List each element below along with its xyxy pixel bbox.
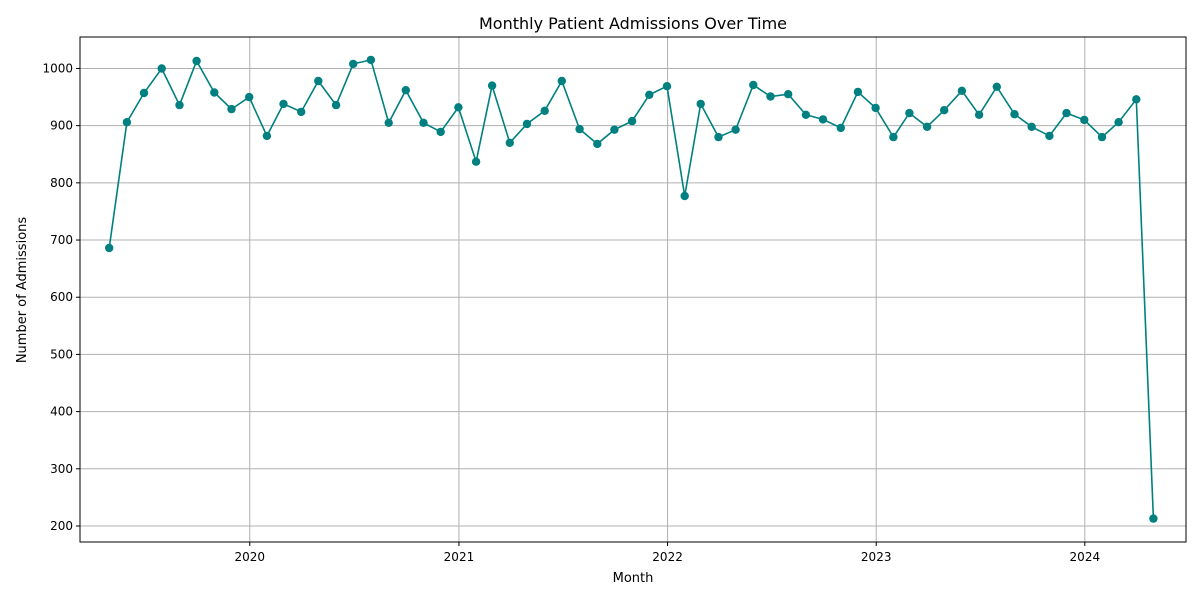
data-point [627, 116, 637, 126]
y-tick-label: 500 [50, 347, 73, 361]
data-point [645, 90, 654, 100]
axis-ticks: 200 300 400 500 600 700 800 900 1000 2020 2021 2022… [42, 61, 1100, 564]
data-point [384, 118, 393, 128]
y-tick-label: 1000 [42, 61, 73, 75]
data-point [1149, 514, 1158, 523]
data-point [1010, 110, 1019, 119]
grid [80, 37, 1186, 542]
data-point [731, 125, 740, 134]
x-tick-label: 2024 [1070, 550, 1101, 564]
data-point [297, 107, 306, 117]
data-point [192, 56, 201, 66]
data-point [922, 122, 932, 131]
x-tick-label: 2021 [444, 550, 475, 564]
data-point [245, 92, 254, 102]
data-point [575, 124, 584, 134]
data-point [836, 123, 845, 133]
data-point [784, 90, 793, 99]
data-point [853, 87, 863, 97]
data-point [905, 108, 914, 118]
y-tick-label: 400 [50, 405, 73, 419]
data-point [522, 119, 532, 129]
x-tick-label: 2022 [652, 550, 683, 564]
data-point [1027, 122, 1036, 131]
y-axis-label: Number of Admissions [15, 217, 30, 364]
data-point [1045, 131, 1054, 141]
data-point [1114, 118, 1123, 127]
data-point [419, 118, 428, 128]
data-point [175, 100, 184, 110]
data-point [105, 243, 114, 253]
data-point [331, 100, 341, 110]
data-point [680, 191, 689, 201]
data-point [366, 55, 376, 65]
data-point [957, 86, 967, 96]
data-point [766, 92, 775, 101]
x-tick-label: 2020 [234, 550, 265, 564]
data-point [818, 115, 828, 124]
data-point [505, 138, 514, 147]
data-point [401, 86, 410, 95]
data-point [871, 103, 880, 113]
y-tick-label: 600 [50, 290, 73, 304]
x-tick-label: 2023 [861, 550, 892, 564]
data-point [314, 76, 323, 86]
data-point [749, 80, 758, 90]
y-tick-label: 700 [50, 233, 73, 247]
data-point [801, 110, 811, 120]
data-point [540, 106, 549, 116]
data-point [889, 132, 898, 142]
data-point [940, 106, 949, 115]
data-point [696, 99, 705, 109]
data-point [1062, 108, 1071, 118]
data-point [1080, 115, 1089, 125]
data-point [262, 131, 272, 141]
y-tick-label: 800 [50, 176, 73, 190]
y-tick-label: 900 [50, 119, 73, 133]
data-point [349, 59, 358, 69]
y-tick-label: 300 [50, 462, 73, 476]
data-point [454, 103, 463, 112]
data-point [1097, 132, 1107, 142]
data-point [974, 110, 984, 120]
data-point [662, 82, 672, 91]
data-point [471, 157, 481, 166]
data-point [436, 127, 445, 137]
data-point [992, 82, 1001, 92]
data-point [557, 76, 566, 86]
data-point [157, 64, 166, 73]
chart-title: Monthly Patient Admissions Over Time [479, 14, 787, 33]
data-point [610, 125, 619, 134]
data-point [139, 88, 149, 98]
data-point [1132, 95, 1141, 104]
data-point [487, 81, 497, 90]
x-axis-label: Month [613, 571, 654, 586]
data-point [279, 99, 288, 109]
data-point [122, 118, 132, 127]
plot-frame [79, 36, 1187, 543]
data-point [593, 139, 602, 149]
series-layer [105, 55, 1158, 523]
data-point [714, 132, 723, 142]
y-tick-label: 200 [50, 519, 73, 533]
data-point [227, 104, 236, 114]
data-point [210, 88, 219, 97]
